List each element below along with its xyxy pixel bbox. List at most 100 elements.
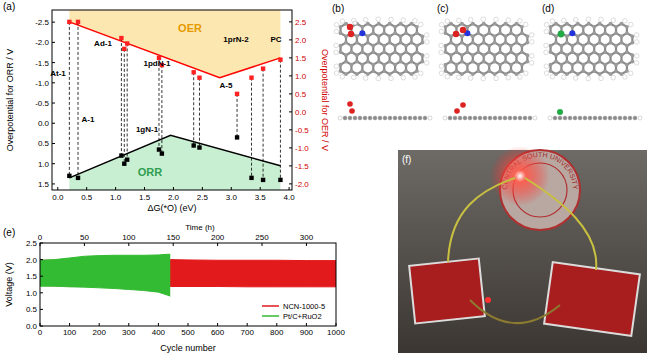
carbon xyxy=(598,72,602,76)
carbon xyxy=(465,44,469,48)
label: -1.5 xyxy=(295,162,309,171)
carbon xyxy=(388,22,392,26)
tick xyxy=(52,42,55,43)
carbon xyxy=(339,31,343,35)
carbon xyxy=(587,22,591,26)
atom-side xyxy=(623,116,627,120)
carbon xyxy=(460,41,464,45)
tick xyxy=(289,129,292,130)
hydrogen xyxy=(494,17,499,22)
tick xyxy=(289,93,292,94)
carbon xyxy=(554,60,558,64)
carbon xyxy=(581,50,585,54)
atom-side xyxy=(553,116,557,120)
carbon xyxy=(520,25,524,29)
hydrogen xyxy=(573,17,578,22)
tick xyxy=(217,323,218,326)
hydrogen xyxy=(439,22,444,27)
carbon xyxy=(603,50,607,54)
carbon xyxy=(581,69,585,73)
point xyxy=(122,47,126,51)
atom-side xyxy=(393,116,397,120)
atom-side xyxy=(453,116,457,120)
carbon xyxy=(377,41,381,45)
hydrogen xyxy=(376,17,381,22)
hydrogen xyxy=(586,76,591,81)
label: At-1 xyxy=(50,69,66,78)
carbon xyxy=(509,50,513,54)
carbon xyxy=(498,63,502,67)
label: 1.5 xyxy=(295,54,307,63)
carbon xyxy=(344,72,348,76)
label: OER xyxy=(178,22,202,34)
carbon xyxy=(509,44,513,48)
carbon xyxy=(382,50,386,54)
wire xyxy=(470,300,560,323)
tick xyxy=(57,187,58,190)
hydrogen xyxy=(599,76,604,81)
atom-side xyxy=(498,116,502,120)
carbon xyxy=(399,34,403,38)
carbon xyxy=(344,41,348,45)
hydrogen xyxy=(518,75,523,80)
carbon xyxy=(460,60,464,64)
carbon xyxy=(482,22,486,26)
tick xyxy=(52,123,55,124)
label: 200 xyxy=(211,233,225,242)
label: 1.0 xyxy=(26,289,38,298)
carbon xyxy=(399,41,403,45)
carbon xyxy=(420,60,424,64)
label: -1.0 xyxy=(295,144,309,153)
carbon xyxy=(565,72,569,76)
tick xyxy=(52,103,55,104)
hydrogen xyxy=(439,71,444,76)
connector xyxy=(161,65,162,154)
oxygen xyxy=(349,108,355,114)
label: 0.0 xyxy=(26,322,38,331)
charge-line xyxy=(40,254,170,260)
label: 900 xyxy=(300,328,314,337)
carbon xyxy=(549,31,553,35)
tick xyxy=(306,243,307,246)
carbon xyxy=(388,41,392,45)
carbon xyxy=(630,34,634,38)
carbon xyxy=(465,50,469,54)
hydrogen xyxy=(530,40,535,45)
atom-side xyxy=(353,116,357,120)
carbon xyxy=(360,50,364,54)
legend-swatch xyxy=(262,315,279,317)
hydrogen xyxy=(523,71,528,76)
label: 150 xyxy=(167,233,181,242)
atom-side xyxy=(568,116,572,120)
volcano-line xyxy=(69,135,280,177)
tick xyxy=(276,323,277,326)
label: 1000 xyxy=(327,328,345,337)
hydrogen xyxy=(413,75,418,80)
carbon xyxy=(614,50,618,54)
hydrogen xyxy=(376,76,381,81)
carbon xyxy=(465,69,469,73)
carbon xyxy=(339,69,343,73)
carbon xyxy=(525,41,529,45)
hydrogen xyxy=(599,17,604,22)
label: 500 xyxy=(181,328,195,337)
carbon xyxy=(444,50,448,54)
tick xyxy=(144,187,145,190)
tick xyxy=(336,323,337,326)
hydrogen xyxy=(401,75,406,80)
carbon xyxy=(598,60,602,64)
hydrogen xyxy=(340,74,345,79)
carbon xyxy=(560,25,564,29)
carbon xyxy=(366,72,370,76)
carbon xyxy=(455,50,459,54)
carbon xyxy=(415,63,419,67)
carbon xyxy=(471,22,475,26)
hydrogen xyxy=(544,71,549,76)
carbon xyxy=(382,44,386,48)
carbon xyxy=(420,53,424,57)
molecule xyxy=(439,17,537,120)
carbon xyxy=(371,25,375,29)
carbon xyxy=(587,53,591,57)
hydrogen xyxy=(586,17,591,22)
carbon xyxy=(404,44,408,48)
